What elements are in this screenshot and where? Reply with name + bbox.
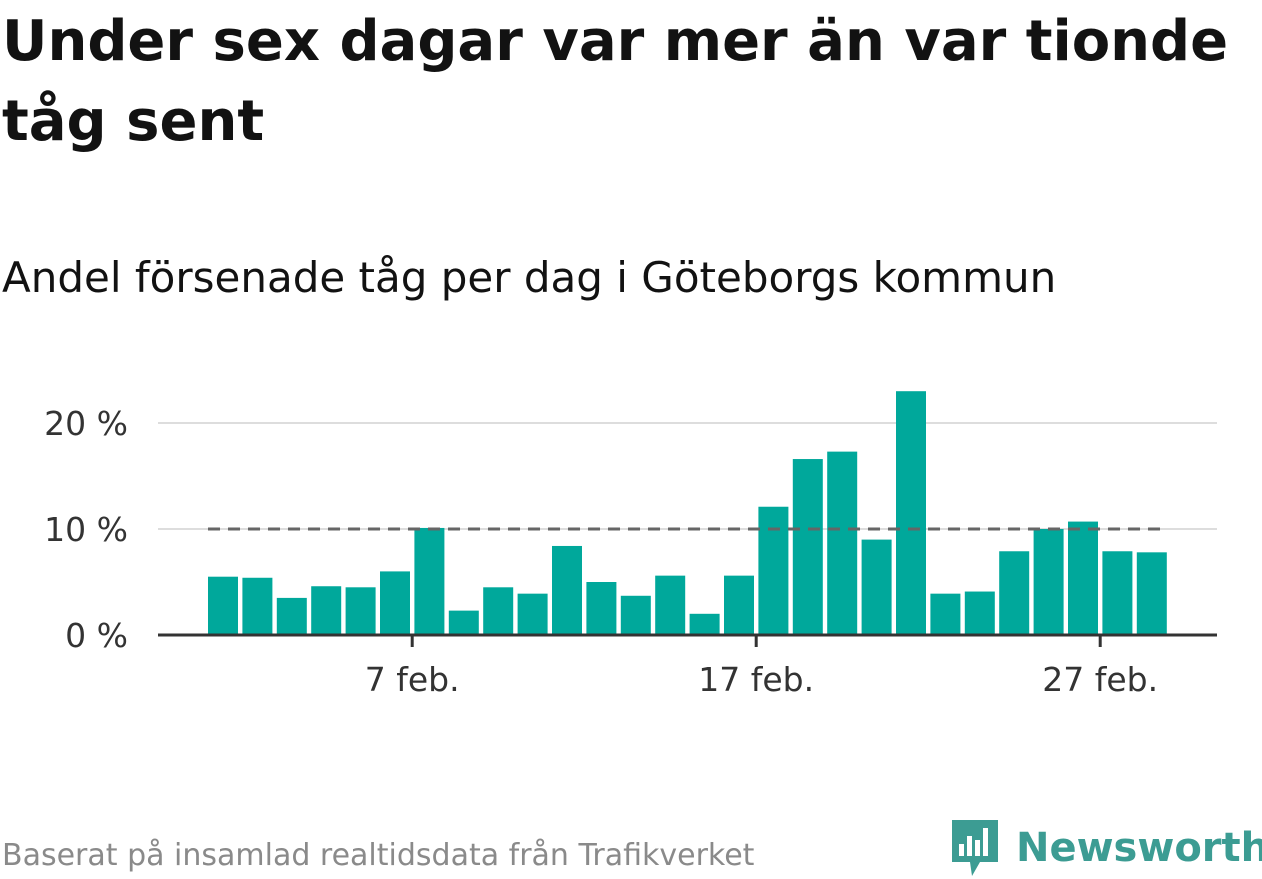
bar [655,575,686,635]
bar [1068,521,1098,635]
bar [827,451,858,635]
newsworthy-logo-icon [952,820,998,876]
brand-logo[interactable]: Newsworthy [950,818,1262,878]
y-tick-label: 10 % [44,510,128,549]
bar [861,539,892,635]
x-tick-label: 17 feb. [698,660,814,699]
bar [620,595,651,635]
bar [724,575,754,635]
x-tick-label: 27 feb. [1042,660,1158,699]
bar [999,551,1030,635]
bar [414,527,445,635]
bar [208,576,238,635]
bar [345,587,376,635]
chart-subtitle: Andel försenade tåg per dag i Göteborgs … [2,253,1057,302]
bar [586,582,617,635]
y-tick-label: 0 % [65,616,128,655]
bar [1033,529,1064,635]
bar [1136,552,1167,635]
bar [896,391,926,635]
bar [483,587,514,635]
source-note: Baserat på insamlad realtidsdata från Tr… [2,838,755,873]
bar [242,577,273,635]
y-tick-label: 20 % [44,404,128,443]
brand-name: Newsworthy [1016,825,1262,871]
bar [964,591,995,635]
bar-chart: 0 % 10 % 20 % 7 feb. 17 feb. 27 feb. [44,391,1217,699]
bar [552,545,582,635]
bar [276,597,307,635]
chart-title: Under sex dagar var mer än var tionde tå… [2,9,1229,154]
x-tick-label: 7 feb. [365,660,460,699]
bar [689,613,720,635]
bar [311,586,342,635]
bar [758,506,789,635]
bar [380,571,410,635]
bar [1102,551,1133,635]
bar [448,610,479,635]
bar [517,593,548,635]
bar [930,593,961,635]
bar [792,459,823,635]
